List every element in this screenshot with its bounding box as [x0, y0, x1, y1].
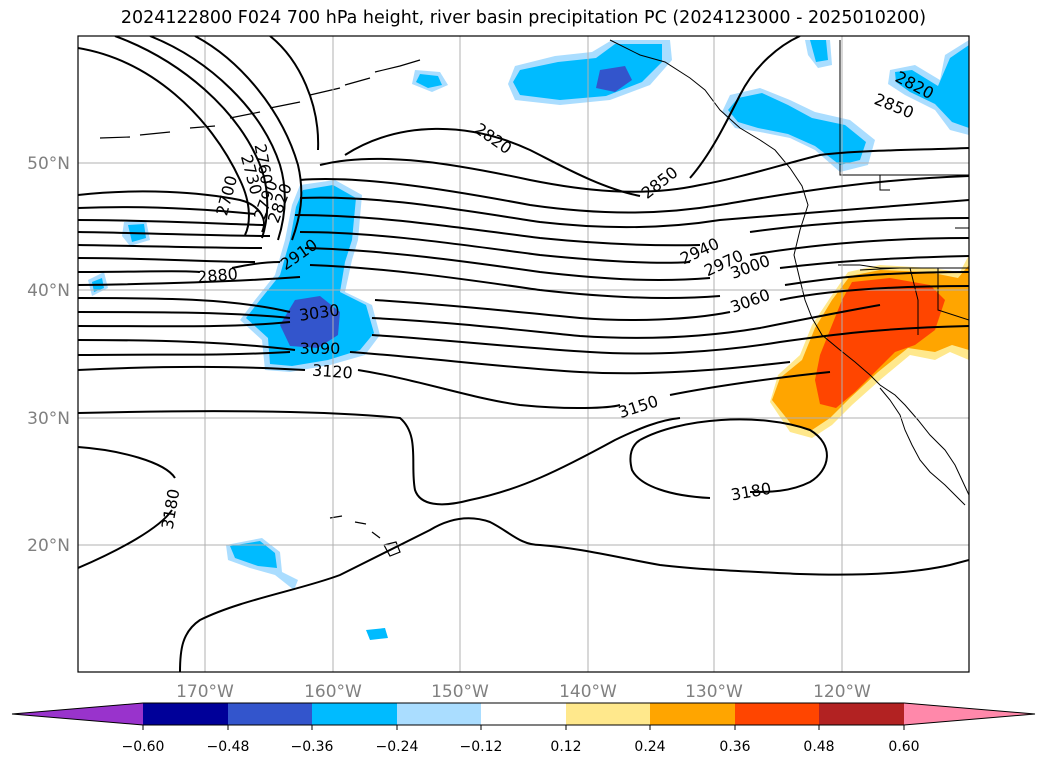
contour-label-2850-a: 2850: [638, 163, 682, 203]
colorbar-tick-label: −0.48: [207, 739, 250, 755]
latitude-labels: 50°N 40°N 30°N 20°N: [27, 154, 70, 556]
map-area: 2700 2730 2760 2790 2820 2820 2820 2850 …: [78, 36, 969, 672]
colorbar-tick-label: 0.12: [550, 739, 581, 755]
lat-label-40n: 40°N: [27, 281, 70, 301]
islands: [99, 59, 421, 557]
colorbar-segment: [481, 703, 566, 725]
colorbar-tick-label: −0.60: [122, 739, 165, 755]
contour-label-3180-a: 3180: [158, 487, 184, 530]
colorbar-tick-label: 0.36: [719, 739, 750, 755]
contour-label-2820-b: 2820: [471, 119, 515, 158]
longitude-labels: 170°W 160°W 150°W 140°W 130°W 120°W: [176, 682, 871, 702]
colorbar-tick-label: −0.24: [376, 739, 419, 755]
coastlines: [609, 39, 969, 506]
map-frame: [77, 35, 970, 673]
colorbar-extend-high: [904, 703, 1035, 725]
map-title: 2024122800 F024 700 hPa height, river ba…: [120, 8, 927, 28]
colorbar-segment: [228, 703, 312, 725]
colorbar-tick-label: −0.12: [460, 739, 503, 755]
contour-label-3150: 3150: [616, 391, 661, 422]
colorbar-tick-label: 0.60: [888, 739, 919, 755]
contour-label-3090: 3090: [300, 339, 341, 358]
lon-label-160w: 160°W: [304, 682, 362, 702]
lat-label-30n: 30°N: [27, 409, 70, 429]
contour-label-2700: 2700: [212, 173, 241, 217]
precip-negative-anomaly: [88, 40, 969, 640]
contour-label-2880: 2880: [196, 264, 238, 286]
colorbar-segment: [735, 703, 819, 725]
colorbar-tick-label: −0.36: [291, 739, 334, 755]
colorbar-tick-label: 0.48: [803, 739, 834, 755]
lon-label-120w: 120°W: [813, 682, 871, 702]
contour-label-3180-b: 3180: [729, 479, 772, 505]
colorbar-tick-label: 0.24: [634, 739, 665, 755]
colorbar-segment: [397, 703, 481, 725]
lon-label-150w: 150°W: [431, 682, 489, 702]
lat-label-20n: 20°N: [27, 536, 70, 556]
lon-label-170w: 170°W: [176, 682, 234, 702]
colorbar-segment: [566, 703, 650, 725]
height-contours: [78, 36, 969, 672]
colorbar: −0.60 −0.48 −0.36 −0.24 −0.12 0.12 0.24 …: [11, 702, 1036, 755]
lon-label-130w: 130°W: [685, 682, 743, 702]
lat-label-50n: 50°N: [27, 154, 70, 174]
colorbar-extend-low: [12, 703, 143, 725]
colorbar-segment: [650, 703, 735, 725]
lon-label-140w: 140°W: [559, 682, 617, 702]
colorbar-segment: [312, 703, 397, 725]
colorbar-segment: [143, 703, 228, 725]
colorbar-segment: [819, 703, 904, 725]
contour-label-3120: 3120: [311, 361, 353, 383]
